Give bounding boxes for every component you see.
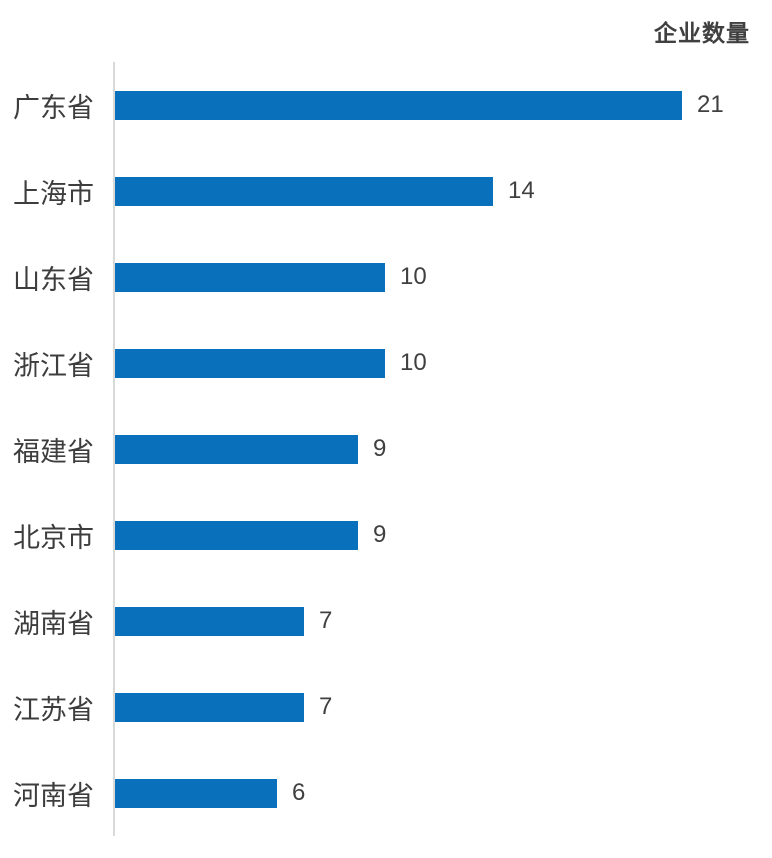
category-label: 福建省	[13, 436, 94, 467]
bar	[115, 176, 493, 206]
bar-value-label: 10	[400, 263, 427, 290]
bar-value-label: 7	[319, 693, 333, 720]
bar	[115, 692, 304, 722]
bar-track: 14	[113, 148, 772, 234]
bar-chart: 广东省 21 上海市 14 山东省 10 浙江省 10 福建省 9	[0, 62, 772, 836]
category-label: 上海市	[13, 178, 94, 209]
category-label: 北京市	[13, 522, 94, 553]
bar-row: 上海市 14	[0, 148, 772, 234]
bar-row: 浙江省 10	[0, 320, 772, 406]
bar-track: 9	[113, 406, 772, 492]
bar-track: 9	[113, 492, 772, 578]
bar-row: 北京市 9	[0, 492, 772, 578]
bar-row: 广东省 21	[0, 62, 772, 148]
bar-value-label: 21	[697, 91, 724, 118]
bar-row: 山东省 10	[0, 234, 772, 320]
bar-value-label: 9	[373, 435, 387, 462]
bar-row: 福建省 9	[0, 406, 772, 492]
bar	[115, 90, 682, 120]
bar	[115, 434, 358, 464]
bar	[115, 262, 385, 292]
category-label: 广东省	[13, 92, 94, 123]
bar-track: 10	[113, 234, 772, 320]
bar-track: 21	[113, 62, 772, 148]
category-label: 山东省	[13, 264, 94, 295]
bar-row: 江苏省 7	[0, 664, 772, 750]
category-label: 浙江省	[13, 350, 94, 381]
category-label: 江苏省	[13, 694, 94, 725]
bar	[115, 778, 277, 808]
bar-value-label: 9	[373, 521, 387, 548]
bar-track: 6	[113, 750, 772, 836]
category-label: 河南省	[13, 780, 94, 811]
bar	[115, 606, 304, 636]
bar-track: 7	[113, 664, 772, 750]
bar-value-label: 7	[319, 607, 333, 634]
bar-value-label: 14	[508, 177, 535, 204]
bar	[115, 348, 385, 378]
bar-track: 7	[113, 578, 772, 664]
bar-row: 河南省 6	[0, 750, 772, 836]
chart-title: 企业数量	[654, 20, 750, 46]
category-label: 湖南省	[13, 608, 94, 639]
bar	[115, 520, 358, 550]
bar-value-label: 6	[292, 779, 306, 806]
bar-value-label: 10	[400, 349, 427, 376]
bar-track: 10	[113, 320, 772, 406]
bar-row: 湖南省 7	[0, 578, 772, 664]
